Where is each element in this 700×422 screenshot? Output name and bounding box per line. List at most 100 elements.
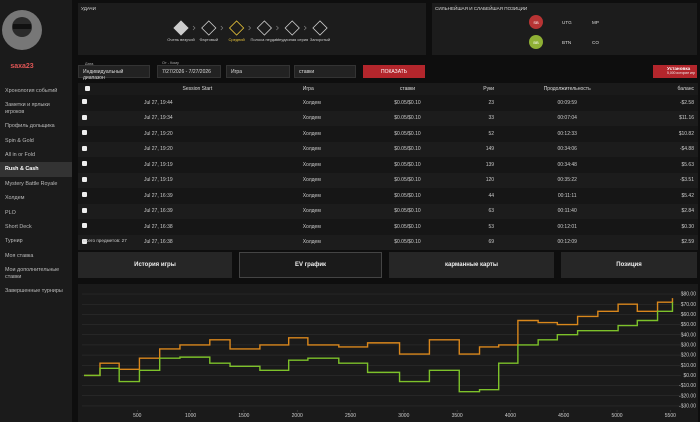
- date-select[interactable]: Индивидуальный диапазон: [78, 65, 150, 81]
- x-tick-label: 4500: [558, 413, 569, 419]
- table-row: Jul 27, 19:20 Холдем $0.05/$0.10 52 00:12:33…: [78, 126, 698, 142]
- y-tick-label: $0.00: [683, 373, 696, 379]
- cell: 63: [488, 208, 495, 215]
- row-checkbox[interactable]: [82, 99, 87, 105]
- stakes-select[interactable]: ставки: [294, 65, 356, 78]
- cell: 00:34:06: [557, 146, 577, 153]
- cell: Jul 27, 19:20: [144, 146, 173, 153]
- menu-item[interactable]: Заметки и ярлыки игроков: [5, 102, 50, 115]
- cell: $2.84: [681, 208, 694, 215]
- row-checkbox[interactable]: [82, 207, 87, 213]
- strong-position: SB: [529, 15, 543, 29]
- row-checkbox[interactable]: [82, 114, 87, 120]
- tab[interactable]: История игры: [78, 252, 232, 278]
- cell: 00:11:11: [557, 192, 577, 199]
- menu-item[interactable]: Short Deck: [5, 224, 32, 231]
- column-header[interactable]: Продолжительность: [498, 83, 637, 95]
- cell: Jul 27, 16:38: [144, 223, 173, 230]
- menu-item[interactable]: Завершенные турниры: [5, 288, 63, 295]
- column-header[interactable]: Session Start: [96, 83, 299, 95]
- x-tick-label: 2000: [292, 413, 303, 419]
- cell: Холдем: [302, 130, 321, 137]
- cell: 120: [485, 177, 495, 184]
- cell: 00:11:40: [557, 208, 577, 215]
- table-row: Jul 27, 19:19 Холдем $0.05/$0.10 139 00:34:4…: [78, 157, 698, 173]
- menu-item[interactable]: Мои дополнительные ставки: [5, 267, 60, 280]
- cell: $2.59: [681, 239, 694, 246]
- y-tick-label: $50.00: [681, 322, 697, 328]
- checkbox-cell: [78, 157, 96, 173]
- menu-item[interactable]: Профиль дольщика: [5, 123, 55, 130]
- table-row: Jul 27, 16:39 Холдем $0.05/$0.10 63 00:11:40…: [78, 203, 698, 219]
- cell: Холдем: [302, 177, 321, 184]
- luck-icon: [284, 20, 300, 36]
- menu-item[interactable]: Rush & Cash: [0, 162, 72, 177]
- cell: Jul 27, 19:34: [144, 115, 173, 122]
- range-input[interactable]: 7/27/2026 - 7/27/2026: [157, 65, 221, 78]
- table-footer: Всего предметов: 27: [83, 238, 127, 243]
- tab[interactable]: карманные карты: [389, 252, 554, 278]
- step-label: Очень везучий: [167, 37, 194, 42]
- cell: 52: [488, 130, 495, 137]
- row-checkbox[interactable]: [82, 192, 87, 198]
- cell: $0.05/$0.10: [394, 161, 421, 168]
- column-header[interactable]: Руки: [450, 83, 499, 95]
- icon-shape: [228, 20, 245, 36]
- tab[interactable]: EV график: [239, 252, 382, 278]
- menu-item[interactable]: Хронология событий: [5, 88, 58, 94]
- cell: $0.05/$0.10: [394, 223, 421, 230]
- positions-panel: СИЛЬНЕЙШАЯ И СЛАБЕЙШАЯ ПОЗИЦИИ SB BB UTG…: [432, 3, 697, 55]
- cell: 149: [485, 146, 495, 153]
- menu-item[interactable]: PLO: [5, 209, 16, 216]
- step-arrow: [303, 25, 307, 31]
- menu-item[interactable]: Моя ставка: [5, 252, 34, 259]
- table-row: Jul 27, 19:20 Холдем $0.05/$0.10 149 00:34:0…: [78, 141, 698, 157]
- table-row: Jul 27, 16:38 Холдем $0.05/$0.10 53 00:12:01…: [78, 219, 698, 235]
- step-arrow: [220, 25, 224, 31]
- column-header[interactable]: Игра: [298, 83, 365, 95]
- tab[interactable]: Позиция: [561, 252, 697, 278]
- row-checkbox[interactable]: [82, 161, 87, 167]
- column-header[interactable]: ставки: [364, 83, 451, 95]
- checkbox-cell: [78, 83, 96, 95]
- menu-item[interactable]: All in or Fold: [5, 152, 35, 159]
- show-button[interactable]: ПОКАЗАТЬ: [363, 65, 425, 78]
- luck-icon: [256, 20, 273, 36]
- menu-item[interactable]: Холдем: [5, 195, 25, 202]
- icon-shape: [312, 20, 328, 36]
- cell: 00:35:22: [557, 177, 577, 184]
- cell: 33: [488, 115, 495, 122]
- avatar: [2, 10, 42, 50]
- row-checkbox[interactable]: [82, 176, 87, 182]
- step-label: Полоса неудач: [251, 37, 279, 42]
- row-checkbox[interactable]: [82, 145, 87, 151]
- y-tick-label: $10.00: [681, 363, 697, 369]
- menu-item[interactable]: Mystery Battle Royale: [5, 180, 58, 187]
- menu: Хронология событий Заметки и ярлыки игрок…: [0, 84, 72, 299]
- icon-shape: [256, 20, 273, 36]
- install-note: 5,000 историе игр: [667, 71, 696, 75]
- row-checkbox[interactable]: [82, 130, 87, 136]
- y-tick-label: -$30.00: [679, 404, 696, 410]
- install-button[interactable]: Установка 5,000 историе игр: [653, 65, 697, 78]
- x-tick-label: 5500: [665, 413, 676, 419]
- y-tick-label: -$10.00: [679, 383, 696, 389]
- column-header[interactable]: баланс: [636, 83, 698, 95]
- x-tick-label: 2500: [345, 413, 356, 419]
- cell: Jul 27, 16:39: [144, 208, 173, 215]
- game-select[interactable]: Игра: [226, 65, 290, 78]
- cell: 53: [488, 223, 495, 230]
- cell: Холдем: [302, 239, 321, 246]
- ev-line: [84, 298, 674, 377]
- x-tick-label: 4000: [505, 413, 516, 419]
- cell: 23: [488, 99, 495, 106]
- menu-item[interactable]: Турнир: [5, 238, 23, 245]
- row-checkbox[interactable]: [82, 223, 87, 229]
- position: CO: [592, 40, 599, 45]
- y-tick-label: $80.00: [681, 292, 697, 298]
- row-checkbox[interactable]: [82, 238, 87, 244]
- position: BTN: [562, 40, 572, 45]
- x-tick-label: 500: [133, 413, 142, 419]
- menu-item[interactable]: Spin & Gold: [5, 137, 34, 144]
